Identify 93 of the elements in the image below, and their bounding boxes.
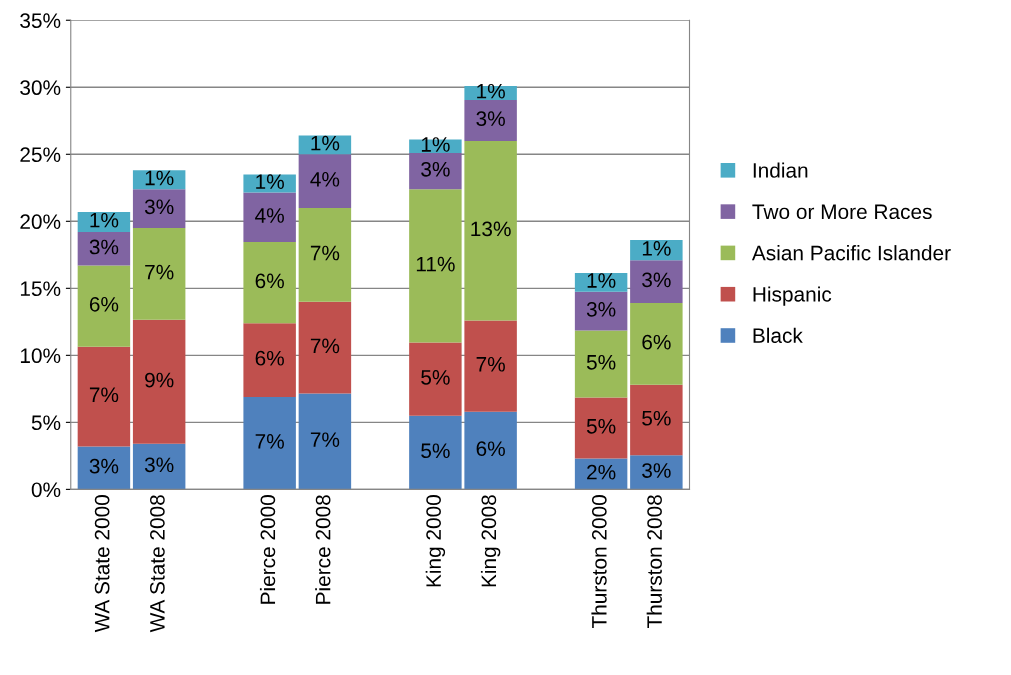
bar — [630, 455, 683, 490]
x-tick-label: King 2000 — [425, 495, 446, 587]
bar — [132, 319, 186, 444]
bar — [574, 330, 628, 398]
data-label: 3% — [421, 161, 450, 177]
data-label: 7% — [89, 387, 119, 403]
bar — [77, 265, 131, 347]
data-label: 6% — [255, 273, 284, 289]
x-tick-label: King 2008 — [480, 495, 501, 587]
bar — [77, 346, 131, 447]
data-label: 6% — [255, 350, 284, 366]
bar — [298, 207, 352, 302]
data-label: 7% — [145, 264, 174, 280]
bar — [409, 152, 462, 190]
x-tick-label: Thurston 2008 — [646, 495, 662, 629]
data-label: 5% — [586, 418, 616, 434]
bar — [243, 396, 296, 490]
data-label: 1% — [477, 83, 505, 99]
data-label: 1% — [311, 135, 340, 151]
x-tick-label: Thurston 2000 — [591, 495, 607, 629]
bar — [464, 411, 517, 490]
data-label: 13% — [471, 221, 511, 237]
data-label: 4% — [310, 172, 340, 187]
data-label: 7% — [255, 434, 284, 449]
bar — [574, 291, 628, 331]
data-label: 1% — [421, 137, 450, 152]
bar — [77, 232, 131, 266]
data-label: 6% — [642, 334, 671, 350]
bar — [132, 228, 186, 320]
data-label: 7% — [310, 245, 340, 261]
data-label: 6% — [476, 441, 505, 457]
bar — [464, 320, 517, 412]
bar — [464, 140, 517, 321]
y-tick-label: 10% — [20, 348, 61, 364]
data-label: 4% — [255, 208, 284, 223]
data-label: 3% — [586, 301, 616, 317]
data-label: 3% — [642, 272, 671, 288]
bar — [630, 240, 683, 261]
x-tick-label: WA State 2008 — [150, 495, 165, 633]
bar — [298, 154, 352, 208]
data-label: 3% — [144, 457, 174, 473]
bar — [409, 189, 462, 343]
bar — [574, 397, 628, 459]
bar — [243, 242, 296, 324]
data-label: 3% — [144, 199, 174, 215]
bar — [630, 384, 683, 456]
data-label: 5% — [421, 443, 450, 459]
x-tick-label: Pierce 2008 — [315, 495, 331, 604]
data-label: 3% — [89, 458, 119, 474]
y-tick-label: 5% — [31, 415, 61, 431]
legend-label: Two or More Races — [752, 204, 932, 220]
y-tick-label: 35% — [20, 13, 61, 28]
y-tick-label: 25% — [20, 147, 61, 163]
legend-label: Indian — [753, 162, 808, 178]
data-label: 5% — [586, 354, 616, 370]
legend-label: Hispanic — [753, 286, 832, 306]
bar — [630, 260, 683, 304]
legend-label: Black — [753, 327, 803, 343]
bar — [77, 446, 131, 490]
bar — [132, 443, 186, 490]
y-tick-label: 0% — [31, 482, 61, 498]
data-label: 1% — [145, 170, 174, 186]
bar — [409, 342, 462, 416]
bar — [132, 189, 186, 229]
data-label: 3% — [476, 111, 505, 127]
x-tick-label: WA State 2000 — [94, 495, 110, 633]
data-label: 1% — [587, 273, 616, 288]
bar — [243, 192, 296, 243]
data-label: 7% — [310, 338, 340, 354]
bar — [298, 393, 352, 490]
bar — [409, 415, 462, 490]
bar — [630, 303, 683, 385]
data-label: 2% — [587, 464, 616, 480]
data-label: 1% — [256, 174, 284, 189]
data-label: 9% — [145, 372, 174, 388]
data-label: 11% — [416, 256, 455, 272]
bar — [298, 301, 352, 394]
data-label: 5% — [421, 370, 450, 385]
data-label: 6% — [89, 296, 119, 312]
data-label: 7% — [476, 356, 505, 372]
x-tick-label: Pierce 2000 — [259, 495, 276, 604]
data-label: 1% — [642, 241, 671, 256]
y-tick-label: 20% — [20, 214, 61, 230]
data-label: 3% — [642, 463, 671, 478]
data-label: 3% — [89, 239, 119, 255]
y-tick-label: 30% — [20, 80, 61, 96]
data-label: 5% — [642, 410, 671, 426]
legend-label: Asian Pacific Islander — [751, 245, 951, 261]
bar — [243, 323, 296, 397]
bar — [464, 100, 517, 141]
data-label: 7% — [310, 432, 340, 447]
y-tick-label: 15% — [20, 281, 61, 297]
data-label: 1% — [90, 212, 119, 228]
